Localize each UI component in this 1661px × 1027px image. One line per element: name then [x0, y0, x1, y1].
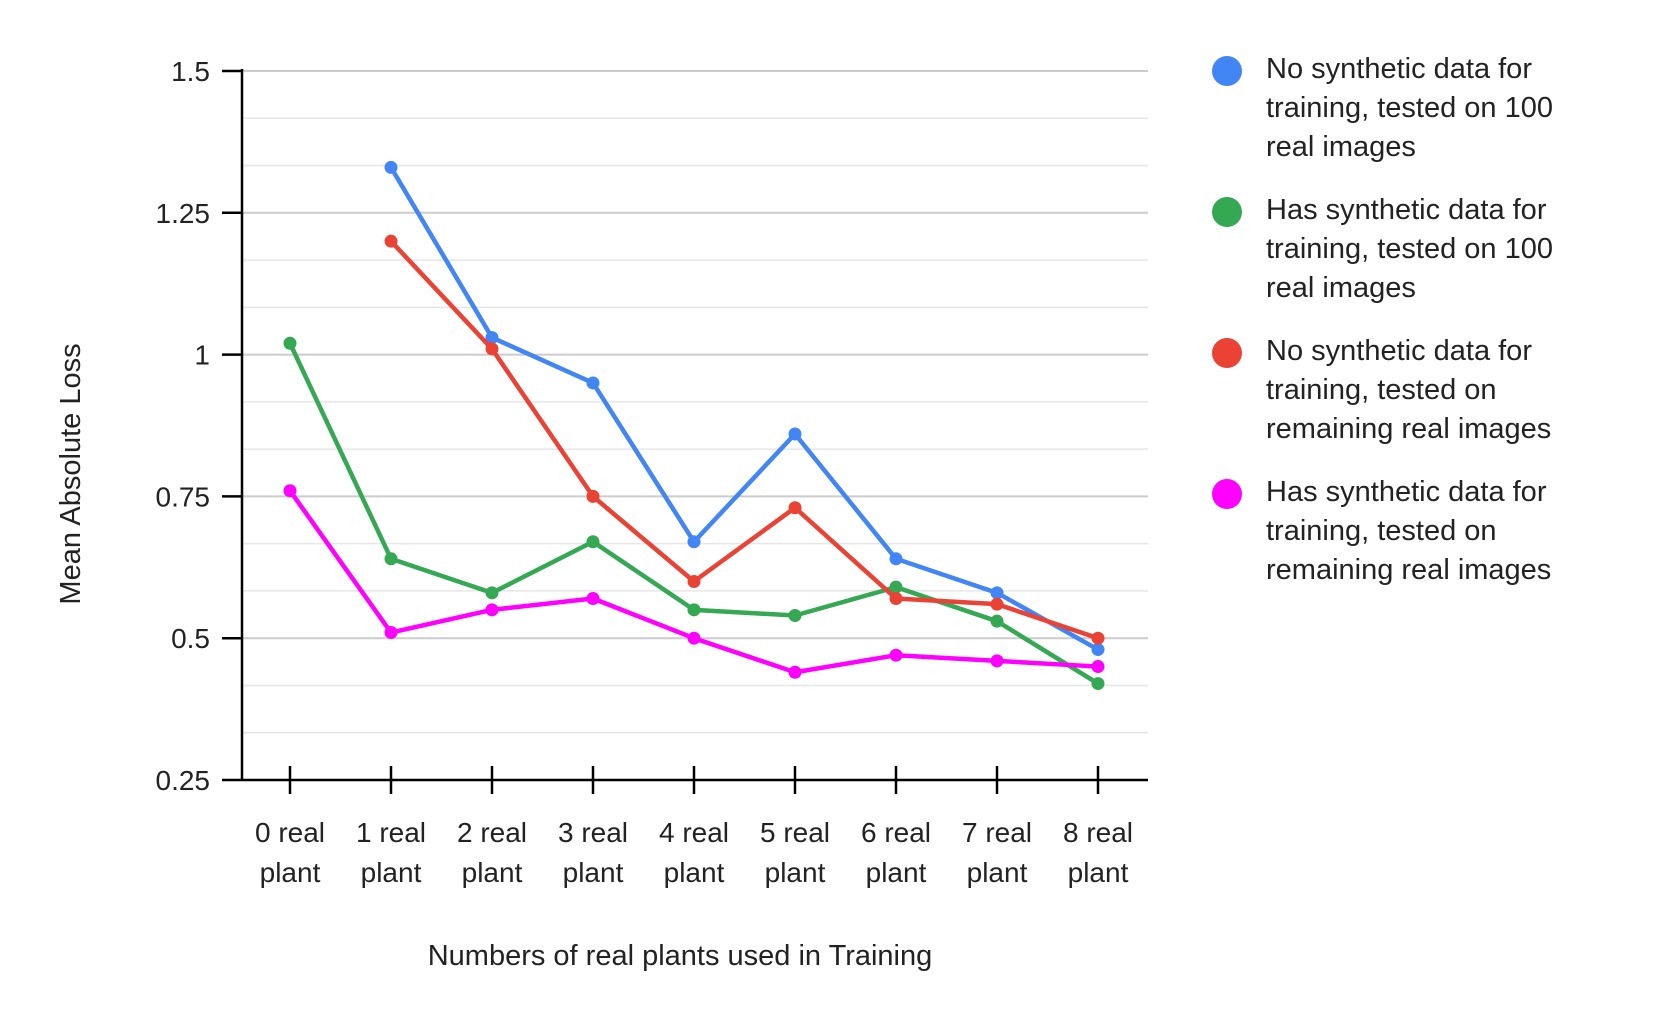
x-tick-label-line: 2 real [457, 817, 527, 848]
data-point [687, 535, 701, 549]
x-tick-label-line: 4 real [659, 817, 729, 848]
data-point [1091, 631, 1105, 645]
axes: 0.25 0.5 0.75 1 1.25 1.5 0 real plant 1 real plan… [156, 56, 1148, 888]
y-tick-label: 1 [194, 340, 210, 371]
legend-label: training, tested on 100 [1266, 233, 1553, 265]
x-tick-label-line: 6 real [861, 817, 931, 848]
data-point [586, 535, 600, 549]
series-line [389, 166, 1100, 652]
legend-label: No synthetic data for [1266, 335, 1532, 367]
x-tick-label-line: plant [967, 857, 1028, 888]
x-tick-label: 0 real plant [255, 817, 325, 888]
legend-label: Has synthetic data for [1266, 194, 1547, 226]
legend-label: real images [1266, 131, 1416, 163]
data-point [485, 342, 499, 356]
data-point [384, 626, 398, 640]
legend-item: No synthetic data for training, tested on… [1200, 332, 1640, 449]
y-tick-label: 0.25 [156, 765, 211, 796]
data-point [485, 586, 499, 600]
data-point [788, 501, 802, 515]
legend-item: Has synthetic data for training, tested o… [1200, 473, 1640, 590]
y-tick-label: 0.75 [156, 481, 211, 512]
legend-marker [1212, 197, 1242, 227]
x-tick-label-line: plant [260, 857, 321, 888]
series-layer [283, 160, 1105, 691]
data-point [889, 591, 903, 605]
data-point [1091, 660, 1105, 674]
data-point [586, 591, 600, 605]
series-line [389, 239, 1099, 641]
series-1 [384, 160, 1105, 657]
y-tick-label: 0.5 [171, 623, 210, 654]
series-2 [283, 336, 1105, 691]
legend: No synthetic data for training, tested on… [1200, 50, 1640, 614]
x-tick-label-line: 3 real [558, 817, 628, 848]
x-axis-title: Numbers of real plants used in Training [428, 940, 933, 972]
x-tick-label: 6 real plant [861, 817, 931, 888]
x-tick-label: 2 real plant [457, 817, 527, 888]
data-point [485, 603, 499, 617]
x-tick-label-line: plant [462, 857, 523, 888]
legend-label: Has synthetic data for [1266, 476, 1547, 508]
data-point [384, 160, 398, 174]
legend-marker [1212, 479, 1242, 509]
data-point [586, 376, 600, 390]
legend-label: remaining real images [1266, 554, 1552, 586]
x-tick-label: 8 real plant [1063, 817, 1133, 888]
legend-label: No synthetic data for [1266, 53, 1532, 85]
legend-item: No synthetic data for training, tested on… [1200, 50, 1640, 167]
data-point [889, 552, 903, 566]
legend-label: real images [1266, 272, 1416, 304]
data-point [990, 654, 1004, 668]
x-tick-label-line: plant [664, 857, 725, 888]
legend-label: training, tested on [1266, 515, 1497, 547]
x-tick-label-line: plant [866, 857, 927, 888]
legend-marker [1212, 338, 1242, 368]
data-point [687, 631, 701, 645]
y-tick-label: 1.25 [156, 198, 211, 229]
x-tick-label-line: plant [1068, 857, 1129, 888]
y-axis-title: Mean Absolute Loss [55, 343, 87, 604]
series-3 [384, 234, 1105, 645]
data-point [990, 586, 1004, 600]
data-point [1091, 643, 1105, 657]
x-tick-label-line: plant [563, 857, 624, 888]
data-point [687, 574, 701, 588]
x-tick-label: 1 real plant [356, 817, 426, 888]
data-point [1091, 677, 1105, 691]
data-point [485, 331, 499, 345]
x-tick-label-line: plant [361, 857, 422, 888]
data-point [384, 552, 398, 566]
legend-label: remaining real images [1266, 413, 1552, 445]
x-tick-label: 4 real plant [659, 817, 729, 888]
data-point [788, 427, 802, 441]
data-point [889, 580, 903, 594]
data-point [384, 234, 398, 248]
series-4 [283, 484, 1105, 679]
legend-label: training, tested on 100 [1266, 92, 1553, 124]
x-tick-label: 3 real plant [558, 817, 628, 888]
x-tick-label: 7 real plant [962, 817, 1032, 888]
x-tick-label-line: 1 real [356, 817, 426, 848]
x-tick-label-line: 7 real [962, 817, 1032, 848]
x-tick-label-line: 5 real [760, 817, 830, 848]
x-tick-label-line: plant [765, 857, 826, 888]
data-point [788, 609, 802, 623]
legend-item: Has synthetic data for training, tested o… [1200, 191, 1640, 308]
x-tick-label-line: 8 real [1063, 817, 1133, 848]
data-point [788, 665, 802, 679]
data-point [990, 597, 1004, 611]
data-point [586, 489, 600, 503]
data-point [283, 484, 297, 498]
legend-label: training, tested on [1266, 374, 1497, 406]
x-tick-label-line: 0 real [255, 817, 325, 848]
y-tick-label: 1.5 [171, 56, 210, 87]
data-point [990, 614, 1004, 628]
legend-marker [1212, 56, 1242, 86]
x-tick-label: 5 real plant [760, 817, 830, 888]
data-point [889, 648, 903, 662]
data-point [687, 603, 701, 617]
data-point [283, 336, 297, 350]
